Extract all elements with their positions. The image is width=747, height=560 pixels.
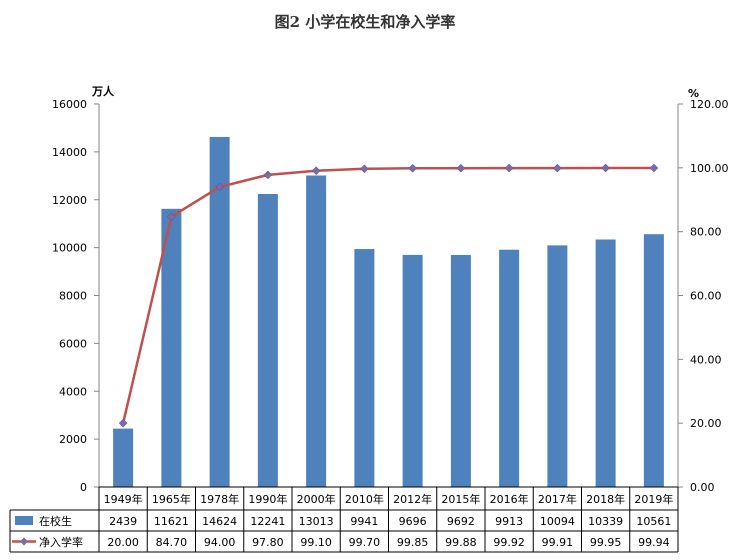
line-point-11 bbox=[649, 163, 659, 173]
bar-value-label: 9913 bbox=[495, 515, 523, 528]
line-point-9 bbox=[553, 163, 562, 173]
right-axis-unit: % bbox=[688, 87, 699, 100]
bar-value-label: 10094 bbox=[540, 515, 575, 528]
right-tick-label: 120.00 bbox=[690, 98, 729, 111]
line-point-2 bbox=[215, 182, 224, 192]
bar-0 bbox=[113, 428, 134, 487]
left-axis: 0 2000 4000 6000 8000 10000 12000 14000 16000 bbox=[52, 98, 100, 494]
right-axis: 0.00 20.00 40.00 60.00 80.00 100.00 120.00 bbox=[677, 98, 729, 494]
line-point-4 bbox=[311, 166, 321, 176]
left-tick-label: 8000 bbox=[59, 290, 87, 303]
category-label: 2015年 bbox=[441, 492, 480, 506]
line-value-label: 99.92 bbox=[493, 536, 525, 549]
line-point-0 bbox=[118, 418, 128, 428]
bar-11 bbox=[643, 234, 664, 487]
bar-8 bbox=[499, 249, 520, 487]
line-value-label: 20.00 bbox=[107, 536, 139, 549]
category-label: 1990年 bbox=[248, 492, 287, 506]
left-tick-label: 2000 bbox=[59, 433, 87, 446]
bar-7 bbox=[450, 254, 471, 487]
bar-value-label: 12241 bbox=[250, 515, 285, 528]
left-tick-label: 0 bbox=[80, 481, 87, 494]
line-value-label: 94.00 bbox=[204, 536, 236, 549]
bar-value-label: 11621 bbox=[154, 515, 189, 528]
bar-4 bbox=[306, 175, 327, 487]
line-value-label: 84.70 bbox=[156, 536, 188, 549]
left-tick-label: 10000 bbox=[52, 242, 87, 255]
left-axis-unit: 万人 bbox=[91, 84, 115, 98]
bar-9 bbox=[547, 245, 568, 487]
category-label: 2018年 bbox=[586, 492, 625, 506]
line-point-3 bbox=[263, 170, 273, 180]
right-tick-label: 20.00 bbox=[690, 417, 722, 430]
category-label: 2019年 bbox=[634, 492, 673, 506]
line-value-label: 99.91 bbox=[542, 536, 574, 549]
right-tick-label: 0.00 bbox=[690, 481, 715, 494]
bar-5 bbox=[354, 249, 375, 487]
line-value-label: 99.85 bbox=[397, 536, 429, 549]
line-point-7 bbox=[456, 163, 466, 173]
category-label: 1978年 bbox=[200, 492, 239, 506]
bar-value-label: 2439 bbox=[109, 515, 137, 528]
bar-3 bbox=[257, 193, 278, 487]
line-point-10 bbox=[601, 163, 610, 173]
bar-value-label: 13013 bbox=[299, 515, 334, 528]
bar-1 bbox=[161, 208, 182, 487]
legend-key-marker bbox=[20, 537, 28, 546]
line-series bbox=[118, 163, 659, 428]
legend-label-bar: 在校生 bbox=[39, 514, 72, 528]
bar-value-label: 10561 bbox=[636, 515, 671, 528]
left-tick-label: 16000 bbox=[52, 98, 87, 111]
category-label: 2010年 bbox=[345, 492, 384, 506]
bar-value-label: 9692 bbox=[447, 515, 475, 528]
line-value-label: 97.80 bbox=[252, 536, 284, 549]
line-point-1 bbox=[167, 212, 176, 222]
bar-value-label: 9941 bbox=[350, 515, 378, 528]
line-path bbox=[121, 166, 654, 424]
category-label: 1965年 bbox=[152, 492, 191, 506]
data-table: 1949年 2439 20.00 1965年 11621 84.70 1978年 14624 9… bbox=[9, 486, 679, 553]
line-value-label: 99.95 bbox=[590, 536, 622, 549]
legend-key-bar bbox=[15, 516, 33, 525]
right-tick-label: 60.00 bbox=[690, 290, 722, 303]
left-tick-label: 6000 bbox=[59, 337, 87, 350]
bar-value-label: 9696 bbox=[399, 515, 427, 528]
bar-value-label: 14624 bbox=[202, 515, 237, 528]
category-label: 1949年 bbox=[104, 492, 143, 506]
left-tick-label: 12000 bbox=[52, 194, 87, 207]
bar-value-label: 10339 bbox=[588, 515, 623, 528]
left-tick-label: 4000 bbox=[59, 385, 87, 398]
bar-series bbox=[113, 136, 664, 488]
category-label: 2012年 bbox=[393, 492, 432, 506]
right-tick-label: 80.00 bbox=[690, 226, 722, 239]
line-point-6 bbox=[408, 163, 417, 173]
category-label: 2017年 bbox=[538, 492, 577, 506]
right-tick-label: 100.00 bbox=[690, 162, 729, 175]
bar-10 bbox=[595, 239, 616, 487]
line-value-label: 99.88 bbox=[445, 536, 477, 549]
bar-2 bbox=[209, 136, 230, 488]
line-value-label: 99.94 bbox=[638, 536, 670, 549]
line-point-5 bbox=[360, 164, 369, 174]
bar-6 bbox=[402, 254, 423, 487]
legend-label-line: 净入学率 bbox=[39, 535, 83, 549]
right-tick-label: 40.00 bbox=[690, 353, 722, 366]
left-tick-label: 14000 bbox=[52, 146, 87, 159]
line-value-label: 99.10 bbox=[300, 536, 332, 549]
line-value-label: 99.70 bbox=[349, 536, 381, 549]
chart-title: 图2 小学在校生和净入学率 bbox=[275, 13, 456, 31]
line-point-8 bbox=[504, 163, 514, 173]
category-label: 2000年 bbox=[297, 492, 336, 506]
category-label: 2016年 bbox=[490, 492, 529, 506]
